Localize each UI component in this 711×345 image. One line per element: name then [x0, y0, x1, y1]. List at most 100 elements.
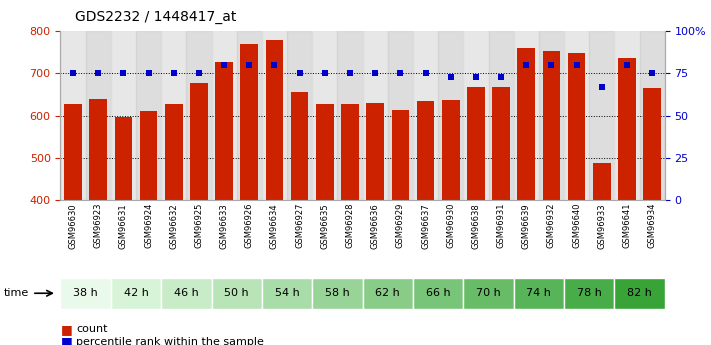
Point — [269, 62, 280, 68]
Text: ■: ■ — [60, 335, 73, 345]
Bar — [387, 31, 413, 200]
Bar — [114, 117, 132, 200]
Bar — [212, 278, 262, 309]
Bar — [186, 31, 212, 200]
Point — [92, 71, 104, 76]
Point — [193, 71, 205, 76]
Bar — [464, 278, 514, 309]
Bar — [539, 31, 564, 200]
Bar — [568, 53, 585, 200]
Text: 62 h: 62 h — [375, 288, 400, 298]
Bar — [64, 104, 82, 200]
Point — [294, 71, 305, 76]
Text: 58 h: 58 h — [325, 288, 350, 298]
Bar — [417, 101, 434, 200]
Bar — [85, 31, 111, 200]
Point — [571, 62, 582, 68]
Bar — [564, 278, 614, 309]
Bar — [488, 31, 514, 200]
Bar — [140, 111, 157, 200]
Bar — [413, 31, 438, 200]
Bar — [542, 51, 560, 200]
Text: ■: ■ — [60, 323, 73, 336]
Bar — [212, 31, 237, 200]
Point — [244, 62, 255, 68]
Bar — [492, 87, 510, 200]
Text: 54 h: 54 h — [274, 288, 299, 298]
Bar — [413, 278, 464, 309]
Bar — [618, 58, 636, 200]
Bar — [640, 31, 665, 200]
Bar — [111, 31, 136, 200]
Text: time: time — [4, 288, 29, 298]
Bar — [392, 110, 410, 200]
Bar — [190, 83, 208, 200]
Text: 66 h: 66 h — [426, 288, 451, 298]
Point — [370, 71, 381, 76]
Bar — [90, 99, 107, 200]
Point — [143, 71, 154, 76]
Bar — [262, 31, 287, 200]
Bar — [363, 31, 387, 200]
Bar — [161, 31, 186, 200]
Point — [420, 71, 432, 76]
Bar — [266, 40, 283, 200]
Bar — [464, 31, 488, 200]
Text: 78 h: 78 h — [577, 288, 602, 298]
Point — [445, 74, 456, 79]
Bar — [442, 100, 459, 200]
Bar — [262, 278, 312, 309]
Text: 38 h: 38 h — [73, 288, 98, 298]
Bar — [614, 278, 665, 309]
Point — [596, 84, 607, 90]
Point — [395, 71, 406, 76]
Point — [496, 74, 507, 79]
Text: 50 h: 50 h — [225, 288, 249, 298]
Text: 82 h: 82 h — [627, 288, 652, 298]
Text: GDS2232 / 1448417_at: GDS2232 / 1448417_at — [75, 10, 236, 24]
Bar — [514, 278, 564, 309]
Bar — [165, 104, 183, 200]
Point — [546, 62, 557, 68]
Bar — [136, 31, 161, 200]
Text: percentile rank within the sample: percentile rank within the sample — [76, 337, 264, 345]
Bar — [60, 278, 111, 309]
Bar — [564, 31, 589, 200]
Point — [344, 71, 356, 76]
Bar — [312, 31, 338, 200]
Bar — [593, 163, 611, 200]
Bar — [467, 87, 485, 200]
Bar — [111, 278, 161, 309]
Bar — [589, 31, 614, 200]
Bar — [438, 31, 464, 200]
Bar — [215, 62, 233, 200]
Text: 74 h: 74 h — [526, 288, 551, 298]
Point — [68, 71, 79, 76]
Point — [168, 71, 179, 76]
Point — [646, 71, 658, 76]
Bar — [514, 31, 539, 200]
Bar — [518, 48, 535, 200]
Bar — [237, 31, 262, 200]
Bar — [366, 103, 384, 200]
Bar — [291, 92, 309, 200]
Bar — [316, 104, 333, 200]
Bar — [614, 31, 640, 200]
Bar — [240, 44, 258, 200]
Point — [621, 62, 633, 68]
Text: 46 h: 46 h — [174, 288, 198, 298]
Text: 70 h: 70 h — [476, 288, 501, 298]
Bar — [363, 278, 413, 309]
Bar — [287, 31, 312, 200]
Text: 42 h: 42 h — [124, 288, 149, 298]
Point — [118, 71, 129, 76]
Point — [319, 71, 331, 76]
Bar — [312, 278, 363, 309]
Point — [470, 74, 481, 79]
Bar — [161, 278, 212, 309]
Bar — [643, 88, 661, 200]
Bar — [341, 104, 359, 200]
Point — [218, 62, 230, 68]
Point — [520, 62, 532, 68]
Bar — [60, 31, 85, 200]
